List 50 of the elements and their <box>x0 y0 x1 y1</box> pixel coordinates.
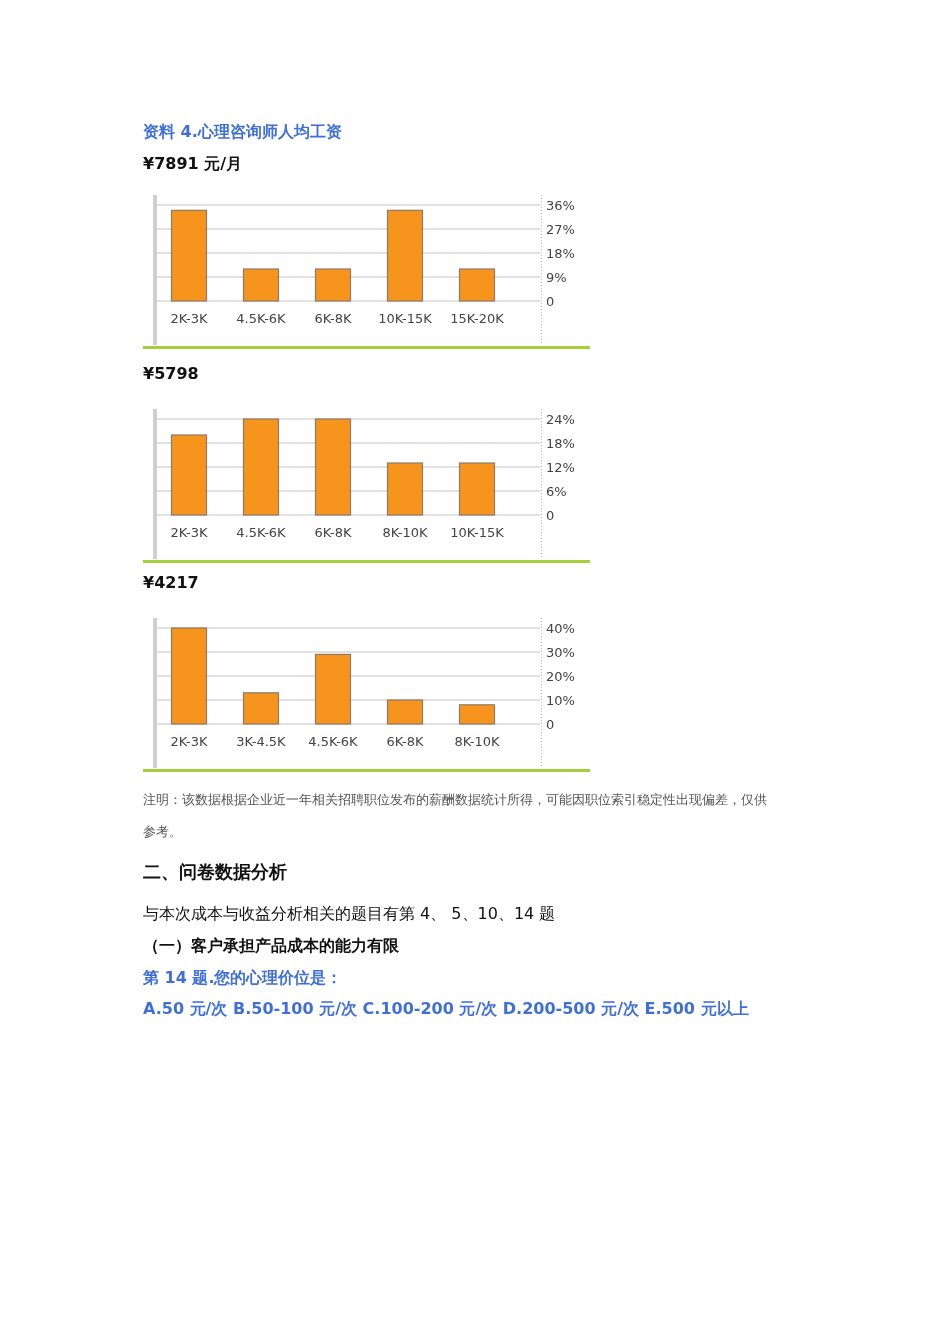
y-tick-label: 0 <box>546 294 555 309</box>
x-tick-label: 4.5K-6K <box>236 525 287 540</box>
text: A.50 元/次 B.50-100 元/次 C.100-200 元/次 D.200-500 元/次 E.500 元以上 <box>143 999 749 1020</box>
bar <box>386 462 424 516</box>
bar <box>458 462 496 516</box>
x-tick-label: 2K-3K <box>170 734 208 749</box>
text: 与本次成本与收益分析相关的题目有第 4、 5、10、14 题 <box>143 904 556 925</box>
y-tick-label: 40% <box>546 621 575 636</box>
y-tick-label: 30% <box>546 645 575 660</box>
y-tick-label: 24% <box>546 412 575 427</box>
bar <box>314 418 352 516</box>
y-tick-label: 27% <box>546 222 575 237</box>
bar <box>242 692 280 725</box>
bar <box>458 704 496 725</box>
y-tick-label: 36% <box>546 198 575 213</box>
chart-title: 资料 4.心理咨询师人均工资 <box>143 122 342 143</box>
y-tick-label: 18% <box>546 246 575 261</box>
x-tick-label: 8K-10K <box>382 525 429 540</box>
text: 第 14 题.您的心理价位是： <box>143 968 343 989</box>
bar <box>242 418 280 516</box>
y-tick-label: 9% <box>546 270 567 285</box>
x-tick-label: 3K-4.5K <box>236 734 287 749</box>
x-tick-label: 10K-15K <box>378 311 433 326</box>
chart-subtitle: ¥7891 元/月 <box>143 154 243 175</box>
bar <box>314 653 352 725</box>
y-tick-label: 6% <box>546 484 567 499</box>
y-tick-label: 18% <box>546 436 575 451</box>
y-tick-label: 0 <box>546 717 555 732</box>
chart-title: ¥4217 <box>143 573 199 592</box>
chart-title: ¥5798 <box>143 364 199 383</box>
x-tick-label: 4.5K-6K <box>308 734 359 749</box>
bar <box>170 434 208 516</box>
x-tick-label: 4.5K-6K <box>236 311 287 326</box>
y-tick-label: 10% <box>546 693 575 708</box>
y-tick-label: 0 <box>546 508 555 523</box>
text: 注明：该数据根据企业近一年相关招聘职位发布的薪酬数据统计所得，可能因职位索引稳定性出现偏差，仅供参考。 <box>143 792 767 839</box>
bar <box>170 627 208 725</box>
x-tick-label: 6K-8K <box>314 525 352 540</box>
bar <box>386 699 424 725</box>
x-tick-label: 2K-3K <box>170 525 208 540</box>
y-tick-label: 20% <box>546 669 575 684</box>
text: （一）客户承担产品成本的能力有限 <box>143 936 399 957</box>
x-tick-label: 15K-20K <box>450 311 505 326</box>
text: 二、问卷数据分析 <box>143 860 287 884</box>
x-tick-label: 2K-3K <box>170 311 208 326</box>
x-tick-label: 6K-8K <box>386 734 424 749</box>
x-tick-label: 6K-8K <box>314 311 352 326</box>
x-tick-label: 10K-15K <box>450 525 505 540</box>
x-tick-label: 8K-10K <box>454 734 501 749</box>
y-tick-label: 12% <box>546 460 575 475</box>
